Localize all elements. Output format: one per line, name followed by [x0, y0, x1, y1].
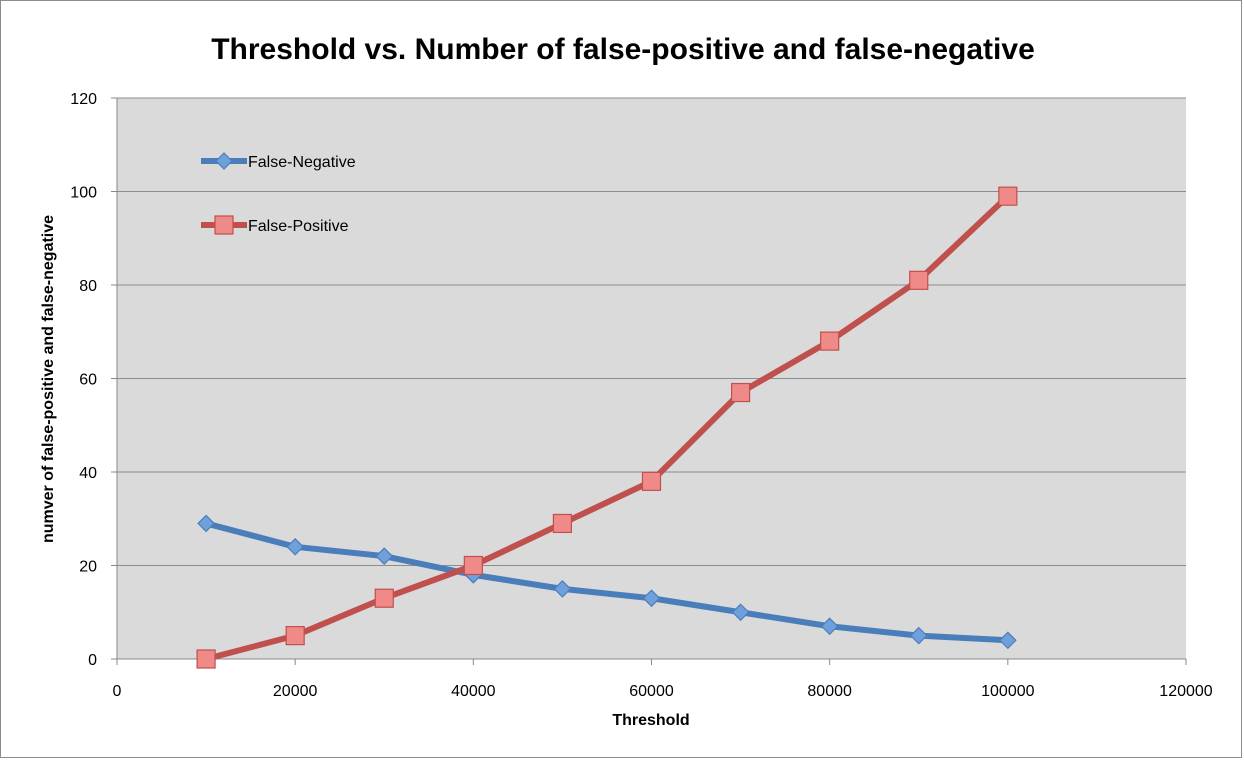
data-point — [463, 555, 483, 576]
data-point — [552, 513, 573, 534]
x-axis-ticks: 0 20000 40000 60000 80000 100000 120000 — [113, 659, 1213, 700]
legend: False-Negative False-Positive — [201, 152, 356, 235]
legend-item: False-Positive — [201, 215, 349, 235]
y-axis-title: numver of false-positive and false-negat… — [40, 215, 57, 543]
legend-item: False-Negative — [201, 152, 356, 171]
data-point — [375, 547, 394, 565]
data-point — [909, 626, 928, 645]
series-layer — [196, 186, 1018, 669]
y-tick-label: 0 — [88, 652, 97, 669]
data-point — [285, 626, 305, 646]
y-tick-label: 120 — [70, 91, 97, 108]
chart-title: Threshold vs. Number of false-positive a… — [211, 33, 1035, 66]
y-axis-ticks: 0 20 40 60 80 100 120 — [70, 91, 117, 669]
data-point — [820, 331, 840, 351]
data-point — [731, 603, 750, 622]
series-1 — [196, 186, 1018, 669]
y-tick-label: 40 — [79, 465, 97, 482]
series-0 — [197, 514, 1017, 650]
data-point — [909, 270, 929, 290]
x-tick-label: 60000 — [629, 683, 674, 700]
y-tick-label: 20 — [79, 559, 97, 576]
x-tick-label: 40000 — [451, 683, 496, 700]
data-point — [641, 471, 662, 491]
x-axis-title: Threshold — [612, 712, 689, 729]
legend-marker — [215, 152, 233, 170]
y-tick-label: 60 — [79, 372, 97, 389]
data-point — [998, 186, 1018, 206]
legend-label: False-Negative — [248, 154, 356, 171]
y-tick-label: 80 — [79, 278, 97, 295]
data-point — [374, 588, 394, 608]
y-tick-label: 100 — [70, 185, 97, 202]
legend-label: False-Positive — [248, 218, 349, 235]
data-point — [820, 617, 839, 636]
x-tick-label: 80000 — [807, 683, 852, 700]
data-point — [998, 631, 1017, 650]
data-point — [286, 537, 305, 556]
series-line — [205, 520, 1008, 644]
data-point — [730, 382, 751, 403]
x-tick-label: 120000 — [1159, 683, 1212, 700]
legend-marker — [214, 215, 234, 235]
data-point — [196, 649, 216, 669]
x-tick-label: 100000 — [981, 683, 1034, 700]
x-tick-label: 20000 — [273, 683, 318, 700]
data-point — [553, 580, 572, 598]
data-point — [197, 514, 215, 533]
data-point — [642, 589, 661, 608]
x-tick-label: 0 — [113, 683, 122, 700]
series-line — [205, 193, 1010, 662]
